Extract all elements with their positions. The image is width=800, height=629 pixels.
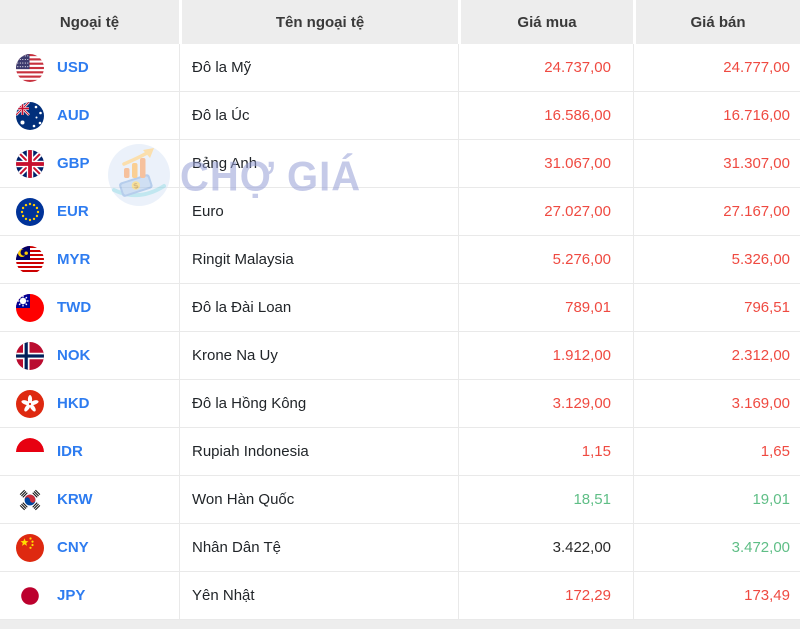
buy-price: 27.027,00 [458, 188, 633, 235]
buy-price: 3.422,00 [458, 524, 633, 571]
sell-price: 27.167,00 [633, 188, 800, 235]
currency-code-link[interactable]: AUD [57, 107, 90, 124]
currency-cell: CNY [0, 524, 179, 571]
idr-flag-icon [16, 437, 44, 466]
currency-cell: HKD [0, 380, 179, 427]
currency-name: Ringit Malaysia [179, 236, 458, 283]
krw-flag-icon [16, 485, 44, 514]
sell-price: 31.307,00 [633, 140, 800, 187]
currency-code-link[interactable]: HKD [57, 395, 90, 412]
twd-flag-icon [16, 293, 44, 322]
table-row: HKD Đô la Hồng Kông 3.129,00 3.169,00 [0, 380, 800, 428]
buy-price: 16.586,00 [458, 92, 633, 139]
currency-cell: MYR [0, 236, 179, 283]
table-row: JPY Yên Nhật 172,29 173,49 [0, 572, 800, 620]
column-header-currency: Ngoại tệ [0, 0, 179, 44]
sell-price: 173,49 [633, 572, 800, 619]
nok-flag-icon [16, 341, 44, 370]
hkd-flag-icon [16, 389, 44, 418]
table-row: USD Đô la Mỹ 24.737,00 24.777,00 [0, 44, 800, 92]
currency-name: Bảng Anh [179, 140, 458, 187]
column-header-name: Tên ngoại tệ [179, 0, 458, 44]
next-table-header-strip [0, 620, 800, 629]
buy-price: 5.276,00 [458, 236, 633, 283]
sell-price: 5.326,00 [633, 236, 800, 283]
table-row: AUD Đô la Úc 16.586,00 16.716,00 [0, 92, 800, 140]
currency-code-link[interactable]: NOK [57, 347, 91, 364]
currency-code-link[interactable]: GBP [57, 155, 90, 172]
sell-price: 3.169,00 [633, 380, 800, 427]
sell-price: 19,01 [633, 476, 800, 523]
currency-code-link[interactable]: TWD [57, 299, 92, 316]
table-row: MYR Ringit Malaysia 5.276,00 5.326,00 [0, 236, 800, 284]
column-header-sell: Giá bán [633, 0, 800, 44]
table-row: TWD Đô la Đài Loan 789,01 796,51 [0, 284, 800, 332]
currency-name: Krone Na Uy [179, 332, 458, 379]
buy-price: 31.067,00 [458, 140, 633, 187]
currency-name: Nhân Dân Tệ [179, 524, 458, 571]
currency-code-link[interactable]: CNY [57, 539, 89, 556]
column-header-buy: Giá mua [458, 0, 633, 44]
currency-code-link[interactable]: IDR [57, 443, 83, 460]
gbp-flag-icon [16, 149, 44, 178]
currency-cell: EUR [0, 188, 179, 235]
currency-name: Đô la Úc [179, 92, 458, 139]
currency-cell: AUD [0, 92, 179, 139]
currency-cell: KRW [0, 476, 179, 523]
sell-price: 3.472,00 [633, 524, 800, 571]
sell-price: 24.777,00 [633, 44, 800, 91]
usd-flag-icon [16, 53, 44, 82]
table-body: USD Đô la Mỹ 24.737,00 24.777,00 AUD Đô la Úc… [0, 44, 800, 620]
currency-code-link[interactable]: JPY [57, 587, 86, 604]
currency-code-link[interactable]: USD [57, 59, 89, 76]
table-row: EUR Euro 27.027,00 27.167,00 [0, 188, 800, 236]
currency-cell: USD [0, 44, 179, 91]
table-row: GBP Bảng Anh 31.067,00 31.307,00 [0, 140, 800, 188]
sell-price: 796,51 [633, 284, 800, 331]
currency-cell: TWD [0, 284, 179, 331]
currency-name: Đô la Đài Loan [179, 284, 458, 331]
currency-name: Rupiah Indonesia [179, 428, 458, 475]
buy-price: 1,15 [458, 428, 633, 475]
currency-cell: IDR [0, 428, 179, 475]
cny-flag-icon [16, 533, 44, 562]
eur-flag-icon [16, 197, 44, 226]
currency-code-link[interactable]: EUR [57, 203, 89, 220]
jpy-flag-icon [16, 581, 44, 610]
myr-flag-icon [16, 245, 44, 274]
table-row: IDR Rupiah Indonesia 1,15 1,65 [0, 428, 800, 476]
sell-price: 1,65 [633, 428, 800, 475]
table-header-row: Ngoại tệ Tên ngoại tệ Giá mua Giá bán [0, 0, 800, 44]
table-row: CNY Nhân Dân Tệ 3.422,00 3.472,00 [0, 524, 800, 572]
currency-name: Đô la Hồng Kông [179, 380, 458, 427]
sell-price: 2.312,00 [633, 332, 800, 379]
sell-price: 16.716,00 [633, 92, 800, 139]
buy-price: 18,51 [458, 476, 633, 523]
table-row: KRW Won Hàn Quốc 18,51 19,01 [0, 476, 800, 524]
currency-name: Euro [179, 188, 458, 235]
currency-cell: JPY [0, 572, 179, 619]
buy-price: 3.129,00 [458, 380, 633, 427]
currency-code-link[interactable]: MYR [57, 251, 91, 268]
currency-code-link[interactable]: KRW [57, 491, 93, 508]
currency-cell: GBP [0, 140, 179, 187]
currency-name: Yên Nhật [179, 572, 458, 619]
currency-name: Đô la Mỹ [179, 44, 458, 91]
buy-price: 1.912,00 [458, 332, 633, 379]
table-row: NOK Krone Na Uy 1.912,00 2.312,00 [0, 332, 800, 380]
aud-flag-icon [16, 101, 44, 130]
currency-cell: NOK [0, 332, 179, 379]
currency-name: Won Hàn Quốc [179, 476, 458, 523]
buy-price: 24.737,00 [458, 44, 633, 91]
buy-price: 172,29 [458, 572, 633, 619]
buy-price: 789,01 [458, 284, 633, 331]
